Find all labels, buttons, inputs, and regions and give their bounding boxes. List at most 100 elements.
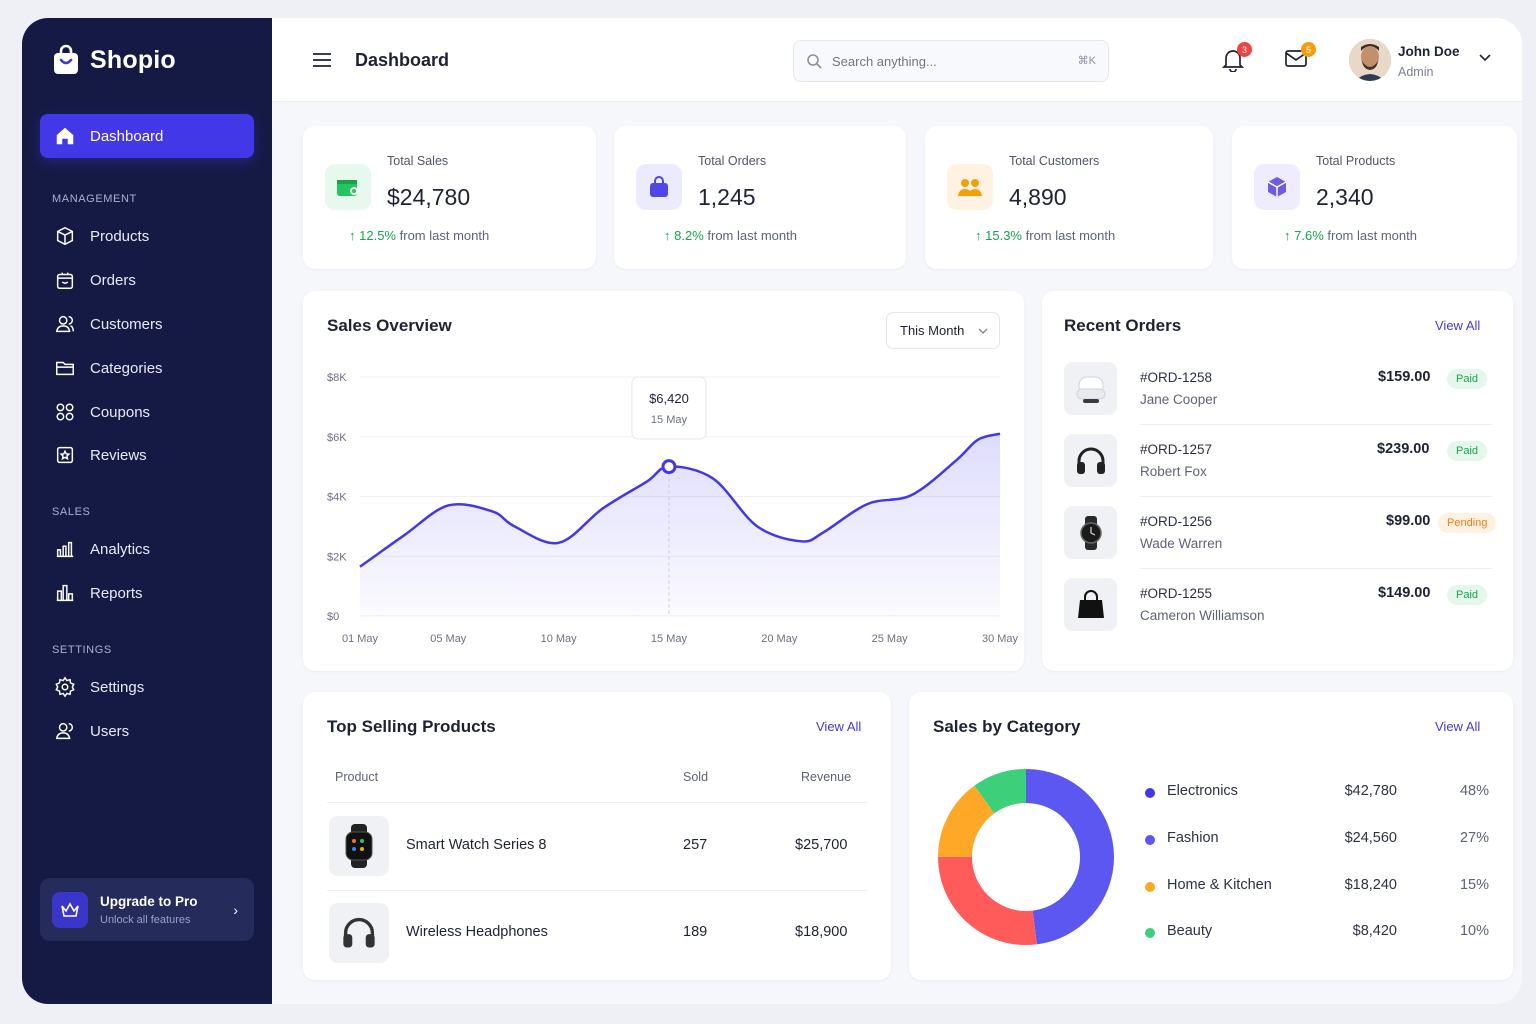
sidebar-item-label: Dashboard xyxy=(90,127,164,145)
legend-item: Electronics $42,780 48% xyxy=(1145,783,1489,805)
legend-item: Beauty $8,420 10% xyxy=(1145,923,1489,945)
sales-line xyxy=(359,432,1001,568)
x-tick-label: 30 May xyxy=(982,633,1019,645)
card-title: Sales Overview xyxy=(327,316,452,335)
order-row[interactable]: #ORD-1258 Jane Cooper $159.00 Paid xyxy=(1064,362,1492,434)
order-row[interactable]: #ORD-1256 Wade Warren $99.00 Pending xyxy=(1064,506,1497,578)
avatar[interactable] xyxy=(1349,39,1391,81)
column-header-sold: Sold xyxy=(683,770,709,784)
view-all-categories-link[interactable]: View All xyxy=(1435,719,1481,734)
search-bar[interactable]: ⌘K xyxy=(793,40,1109,82)
stat-value: 1,245 xyxy=(698,184,756,210)
crown-icon xyxy=(52,891,88,928)
headphones-icon xyxy=(1064,434,1117,487)
legend-amount: $42,780 xyxy=(1344,783,1397,799)
status-badge: Pending xyxy=(1438,513,1497,533)
up-arrow-icon: ↑ xyxy=(664,228,675,243)
order-customer: Wade Warren xyxy=(1140,536,1223,551)
legend-name: Beauty xyxy=(1167,923,1213,939)
sidebar-item-analytics[interactable]: Analytics xyxy=(40,527,254,571)
tooltip-date: 15 May xyxy=(651,414,688,426)
sidebar-item-reports[interactable]: Reports xyxy=(40,571,254,615)
menu-icon[interactable] xyxy=(312,52,332,68)
shopping-bag-logo-icon xyxy=(54,44,78,74)
legend-amount: $24,560 xyxy=(1344,830,1397,846)
sales-by-category-card: Sales by Category View All Electronics $… xyxy=(909,692,1513,980)
y-tick-label: $2K xyxy=(327,551,347,563)
user-role: Admin xyxy=(1398,65,1434,79)
up-arrow-icon: ↑ xyxy=(1284,228,1295,243)
legend-item: Home & Kitchen $18,240 15% xyxy=(1145,877,1489,899)
product-name: Smart Watch Series 8 xyxy=(406,837,547,853)
table-row[interactable]: Wireless Headphones 189 $18,900 xyxy=(327,903,867,991)
shopping-bag-icon xyxy=(636,164,682,210)
x-tick-label: 10 May xyxy=(541,633,578,645)
sidebar-item-customers[interactable]: Customers xyxy=(40,302,254,346)
stat-change-suffix: from last month xyxy=(1327,228,1417,243)
order-amount: $239.00 xyxy=(1377,441,1430,457)
sales-area xyxy=(360,433,1000,616)
period-select-value: This Month xyxy=(900,323,965,338)
divider xyxy=(327,890,867,891)
order-row[interactable]: #ORD-1255 Cameron Williamson $149.00 Pai… xyxy=(1064,578,1492,650)
sidebar-item-settings[interactable]: Settings xyxy=(40,665,254,709)
cube-icon xyxy=(1254,164,1300,210)
upgrade-to-pro-card[interactable]: Upgrade to Pro Unlock all features › xyxy=(40,878,254,941)
stat-change-suffix: from last month xyxy=(399,228,490,243)
y-tick-label: $4K xyxy=(327,492,347,504)
smartwatch-icon xyxy=(329,816,389,876)
headphones-icon xyxy=(329,903,389,963)
stat-change: ↑ 8.2% from last month xyxy=(664,228,797,243)
legend-dot xyxy=(1145,788,1155,798)
x-tick-label: 15 May xyxy=(651,633,688,645)
chair-icon xyxy=(1064,362,1117,415)
legend-amount: $8,420 xyxy=(1352,923,1397,939)
sales-chart: $0 $2K $4K $6K $8K 01 May 05 May 10 May 15 May 20… xyxy=(327,372,1019,645)
status-badge: Paid xyxy=(1447,441,1488,461)
view-all-orders-link[interactable]: View All xyxy=(1435,318,1481,333)
analytics-icon xyxy=(56,541,74,558)
sidebar-item-label: Orders xyxy=(90,271,136,289)
view-all-products-link[interactable]: View All xyxy=(816,719,862,734)
stat-change: ↑ 15.3% from last month xyxy=(975,228,1115,243)
chevron-down-icon[interactable] xyxy=(1479,54,1491,62)
search-input[interactable] xyxy=(832,53,1062,69)
legend-dot xyxy=(1145,882,1155,892)
x-tick-label: 01 May xyxy=(342,633,379,645)
stat-label: Total Customers xyxy=(1009,154,1100,168)
y-tick-label: $6K xyxy=(327,432,347,444)
sidebar-item-reviews[interactable]: Reviews xyxy=(40,433,254,477)
sidebar-item-users[interactable]: Users xyxy=(40,709,254,753)
section-title-settings: SETTINGS xyxy=(52,644,112,656)
sidebar-item-orders[interactable]: Orders xyxy=(40,258,254,302)
sidebar-item-categories[interactable]: Categories xyxy=(40,346,254,390)
order-row[interactable]: #ORD-1257 Robert Fox $239.00 Paid xyxy=(1064,434,1492,506)
sidebar-item-label: Customers xyxy=(90,315,163,333)
brand[interactable]: Shopio xyxy=(52,44,176,76)
sidebar-item-products[interactable]: Products xyxy=(40,214,254,258)
stat-change-percent: 7.6% xyxy=(1294,228,1324,243)
users-icon xyxy=(55,315,74,333)
notifications-button[interactable]: 3 xyxy=(1221,42,1252,77)
sidebar-item-coupons[interactable]: Coupons xyxy=(40,390,254,434)
order-id: #ORD-1257 xyxy=(1140,442,1213,457)
status-badge: Paid xyxy=(1447,369,1488,389)
period-select[interactable]: This Month xyxy=(886,312,1000,349)
x-tick-label: 25 May xyxy=(872,633,909,645)
user-name: John Doe xyxy=(1398,44,1460,59)
legend-percent: 15% xyxy=(1459,877,1489,893)
watch-icon xyxy=(1064,506,1117,559)
sidebar-item-dashboard[interactable]: Dashboard xyxy=(40,114,254,158)
table-row[interactable]: Smart Watch Series 8 257 $25,700 xyxy=(327,816,867,904)
messages-badge: 5 xyxy=(1301,42,1316,57)
notifications-badge: 3 xyxy=(1237,42,1252,57)
product-revenue: $25,700 xyxy=(795,837,848,853)
order-amount: $99.00 xyxy=(1386,513,1431,529)
highlight-point xyxy=(661,459,677,475)
stat-change: ↑ 12.5% from last month xyxy=(349,228,489,243)
divider xyxy=(1140,496,1492,497)
legend-percent: 27% xyxy=(1459,830,1489,846)
legend-name: Fashion xyxy=(1167,830,1219,846)
divider xyxy=(1140,568,1492,569)
messages-button[interactable]: 5 xyxy=(1284,42,1316,73)
